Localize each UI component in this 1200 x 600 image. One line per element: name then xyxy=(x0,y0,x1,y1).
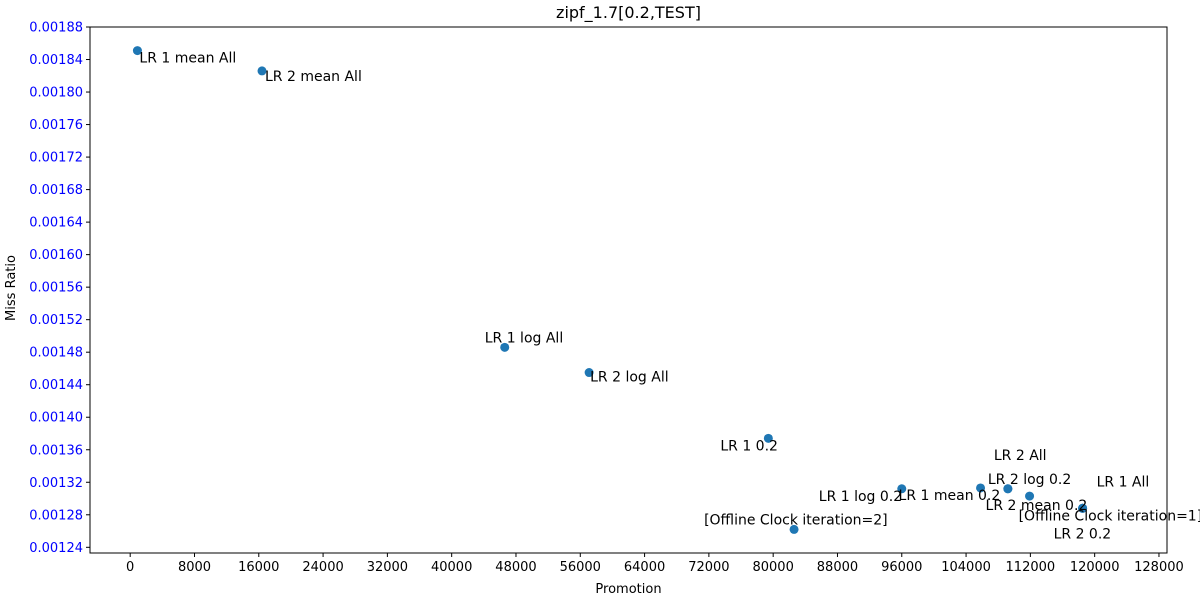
x-tick-label: 48000 xyxy=(495,560,536,575)
plot-area xyxy=(89,26,1168,554)
data-point xyxy=(132,46,142,56)
data-point xyxy=(897,484,907,494)
y-axis-label: Miss Ratio xyxy=(4,255,19,321)
y-tick-label: 0.00152 xyxy=(29,313,83,328)
x-tick-label: 8000 xyxy=(178,560,211,575)
data-point xyxy=(789,524,799,534)
data-point-label: LR 1 log All xyxy=(485,330,563,346)
y-tick-label: 0.00180 xyxy=(29,86,83,101)
y-tick-label: 0.00172 xyxy=(29,151,83,166)
data-point-label: LR 2 log All xyxy=(590,370,668,386)
x-tick-label: 64000 xyxy=(624,560,665,575)
y-tick-label: 0.00188 xyxy=(29,21,83,36)
data-point-label: LR 2 mean All xyxy=(265,69,362,85)
chart-title: zipf_1.7[0.2,TEST] xyxy=(556,3,701,23)
data-point-label: LR 1 log 0.2 xyxy=(819,489,902,505)
x-tick-label: 80000 xyxy=(752,560,793,575)
y-tick-label: 0.00144 xyxy=(29,378,83,393)
data-point xyxy=(500,342,510,352)
x-axis-ticks: 0 8000 16000 24000 32000 40000 48000 56000 64000… xyxy=(126,553,1184,575)
data-point xyxy=(976,483,986,493)
plot-frame xyxy=(89,26,1168,554)
x-tick-label: 120000 xyxy=(1070,560,1120,575)
data-point-label: [Offline Clock iteration=1] xyxy=(1019,508,1200,524)
y-tick-label: 0.00140 xyxy=(29,411,83,426)
data-point-label: [Offline Clock iteration=2] xyxy=(704,512,888,528)
y-tick-label: 0.00128 xyxy=(29,508,83,523)
x-tick-label: 40000 xyxy=(431,560,472,575)
data-point-label: LR 2 log 0.2 xyxy=(988,472,1071,488)
y-tick-label: 0.00136 xyxy=(29,443,83,458)
data-points xyxy=(132,46,1088,534)
y-axis-ticks: 0.00124 0.00128 0.00132 0.00136 0.00140 0.001… xyxy=(29,21,90,556)
data-point xyxy=(584,368,594,378)
data-point-label: LR 2 All xyxy=(994,448,1047,464)
x-tick-label: 16000 xyxy=(238,560,279,575)
y-tick-label: 0.00176 xyxy=(29,118,83,133)
y-tick-label: 0.00160 xyxy=(29,248,83,263)
y-tick-label: 0.00132 xyxy=(29,476,83,491)
data-point-label: LR 1 0.2 xyxy=(720,438,778,454)
y-tick-label: 0.00164 xyxy=(29,216,83,231)
y-tick-label: 0.00148 xyxy=(29,346,83,361)
data-point xyxy=(1003,484,1013,494)
y-tick-label: 0.00156 xyxy=(29,281,83,296)
x-axis-label: Promotion xyxy=(595,582,661,597)
x-tick-label: 0 xyxy=(126,560,134,575)
x-tick-label: 96000 xyxy=(881,560,922,575)
x-tick-label: 88000 xyxy=(817,560,858,575)
x-tick-label: 104000 xyxy=(941,560,991,575)
data-point-label: LR 2 0.2 xyxy=(1054,526,1112,542)
x-tick-label: 56000 xyxy=(560,560,601,575)
data-point-label: LR 1 mean 0.2 xyxy=(899,488,1001,504)
data-point xyxy=(763,433,773,443)
data-point-label: LR 2 mean 0.2 xyxy=(986,498,1088,514)
x-tick-label: 128000 xyxy=(1134,560,1184,575)
x-tick-label: 72000 xyxy=(688,560,729,575)
y-tick-label: 0.00184 xyxy=(29,53,83,68)
y-tick-label: 0.00124 xyxy=(29,541,83,556)
data-point xyxy=(1078,503,1088,513)
x-tick-label: 112000 xyxy=(1006,560,1056,575)
x-tick-label: 24000 xyxy=(302,560,343,575)
data-point xyxy=(1025,491,1035,501)
data-point-labels: LR 1 mean All LR 2 mean All LR 1 log All LR… xyxy=(139,51,1200,543)
x-tick-label: 32000 xyxy=(367,560,408,575)
data-point-label: LR 1 mean All xyxy=(139,51,236,67)
data-point xyxy=(257,66,267,76)
y-tick-label: 0.00168 xyxy=(29,183,83,198)
data-point-label: LR 1 All xyxy=(1097,474,1150,490)
